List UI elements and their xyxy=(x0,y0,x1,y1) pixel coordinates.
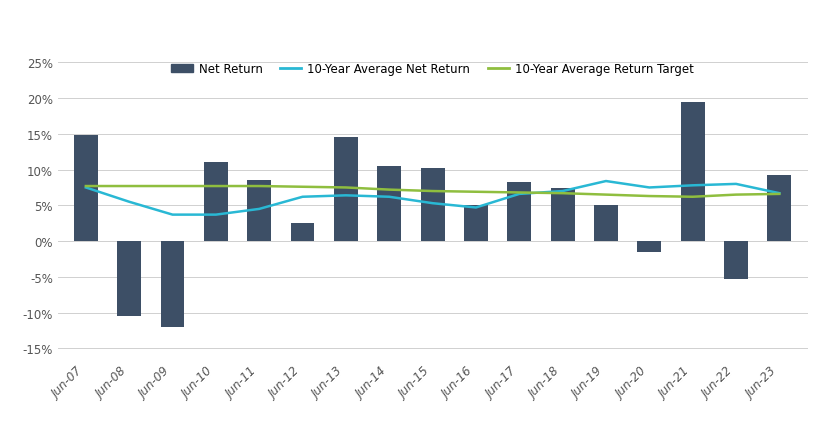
Bar xyxy=(334,138,358,241)
Bar xyxy=(117,241,141,316)
Bar xyxy=(508,183,531,241)
Legend: Net Return, 10-Year Average Net Return, 10-Year Average Return Target: Net Return, 10-Year Average Net Return, … xyxy=(166,58,699,81)
Bar xyxy=(638,241,661,252)
Bar xyxy=(74,136,98,241)
Bar xyxy=(767,175,791,241)
Bar xyxy=(464,205,488,241)
Bar xyxy=(247,181,271,241)
Bar xyxy=(377,166,401,241)
Bar xyxy=(204,163,227,241)
Bar xyxy=(550,189,574,241)
Bar xyxy=(421,169,444,241)
Bar xyxy=(161,241,185,327)
Bar xyxy=(681,102,705,241)
Bar xyxy=(291,224,315,241)
Bar xyxy=(594,205,618,241)
Bar xyxy=(724,241,748,279)
